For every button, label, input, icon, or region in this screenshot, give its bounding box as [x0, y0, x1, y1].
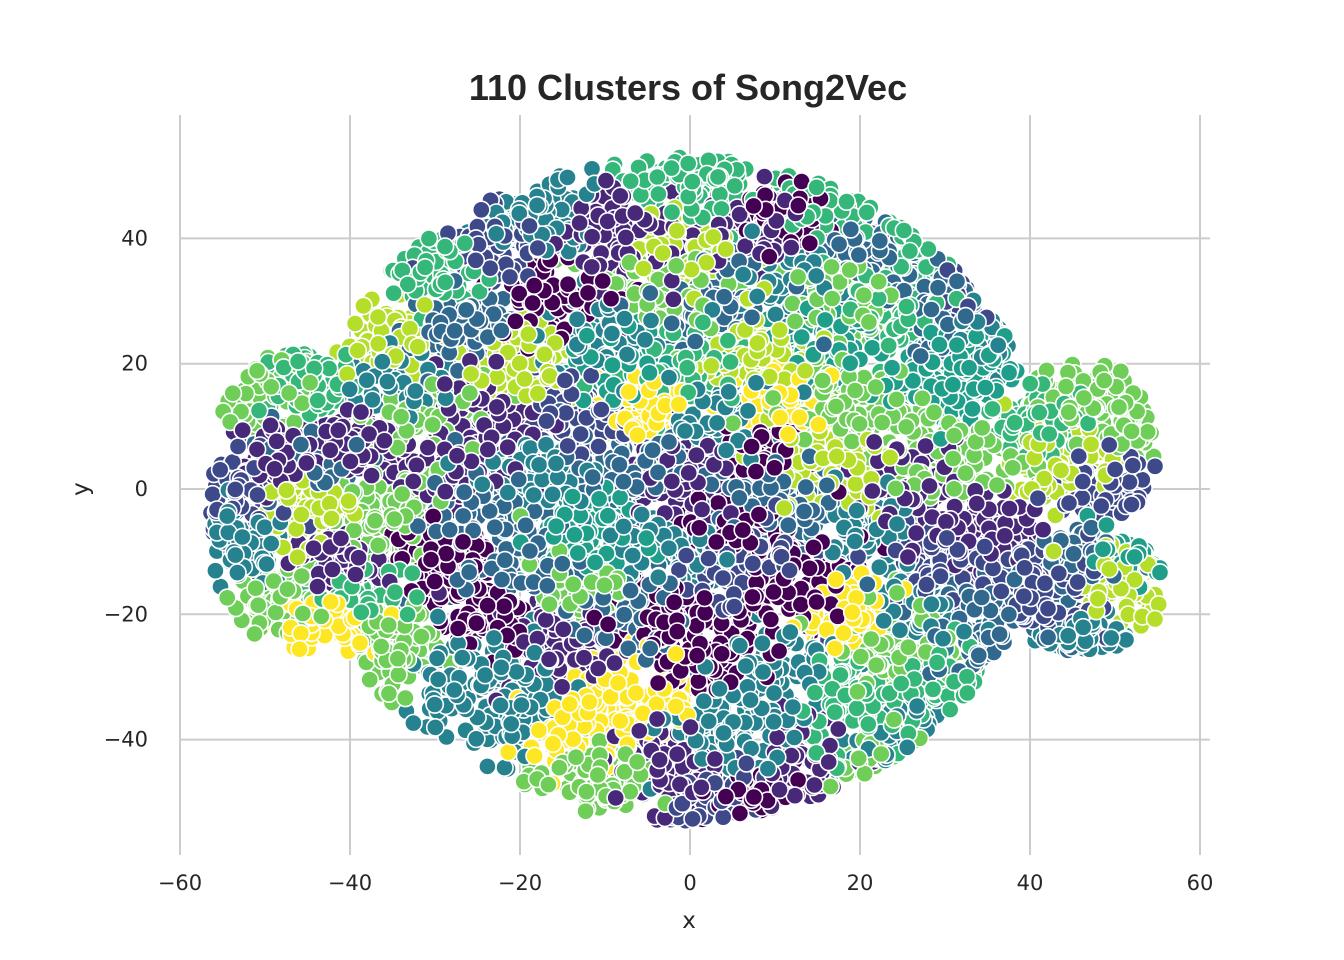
data-point	[345, 314, 365, 333]
data-point	[1145, 456, 1165, 476]
data-points	[201, 148, 1170, 831]
data-point	[353, 296, 373, 316]
chart-title: 110 Clusters of Song2Vec	[469, 67, 907, 108]
